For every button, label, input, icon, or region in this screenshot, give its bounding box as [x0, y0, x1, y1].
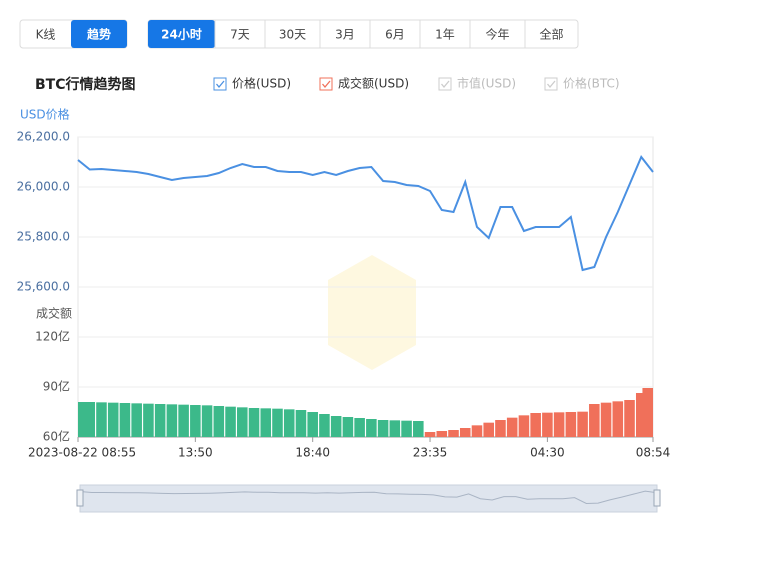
y-axis-label: USD价格	[20, 107, 70, 122]
legend-check	[547, 80, 556, 89]
legend-check	[322, 80, 331, 89]
x-tick-label: 18:40	[295, 446, 330, 460]
volume-bar	[495, 420, 506, 437]
volume-bar	[624, 400, 635, 437]
volume-bar	[166, 404, 178, 437]
volume-bar	[131, 403, 142, 437]
volume-bar	[342, 417, 354, 437]
price-line	[77, 155, 654, 272]
tab[interactable]: 30天	[279, 28, 306, 42]
volume-bar	[553, 412, 565, 437]
legend-label[interactable]: 市值(USD)	[457, 76, 516, 91]
legend-check	[216, 80, 225, 89]
volume-bar	[483, 422, 494, 437]
legend-checkbox[interactable]	[319, 77, 333, 91]
y-tick-label: 90亿	[43, 379, 70, 394]
volume-bar	[96, 402, 107, 437]
navigator-handle[interactable]	[76, 489, 84, 507]
tab[interactable]: 6月	[385, 28, 405, 42]
tab-active	[71, 20, 127, 48]
volume-bar	[589, 404, 600, 437]
y-tick-label: 120亿	[35, 329, 70, 344]
y-axis-label: 成交额	[36, 306, 72, 321]
tab[interactable]: 24小时	[161, 27, 202, 42]
x-tick-label: 13:50	[178, 446, 213, 460]
volume-bar	[178, 404, 189, 437]
volume-bar	[354, 418, 365, 437]
legend-checkbox[interactable]	[438, 77, 452, 91]
volume-bar	[248, 408, 260, 437]
volume-bar	[119, 403, 131, 437]
volume-bar	[143, 403, 154, 437]
volume-bar	[612, 401, 624, 437]
volume-bar	[542, 412, 553, 437]
volume-bar	[84, 402, 96, 437]
volume-bar	[260, 408, 272, 437]
tab[interactable]: 今年	[485, 27, 509, 42]
volume-bar	[459, 428, 471, 437]
volume-bar	[436, 431, 448, 437]
y-tick-label: 60亿	[43, 429, 70, 444]
tab[interactable]: 3月	[335, 28, 355, 42]
volume-bar	[642, 388, 653, 437]
navigator-line	[79, 490, 658, 504]
volume-bar	[78, 402, 89, 437]
legend-label[interactable]: 价格(USD)	[232, 76, 291, 91]
navigator-handle[interactable]	[653, 489, 661, 507]
volume-bar	[213, 406, 225, 437]
legend-checkbox[interactable]	[213, 77, 227, 91]
volume-bar	[471, 425, 483, 437]
volume-bar	[225, 406, 236, 437]
legend-checkbox[interactable]	[544, 77, 558, 91]
tab[interactable]: 1年	[435, 28, 455, 42]
volume-bar	[237, 407, 248, 437]
x-tick-label: 23:35	[413, 446, 448, 460]
volume-bar	[307, 412, 318, 437]
volume-bar	[190, 405, 201, 437]
volume-bar	[448, 430, 459, 437]
volume-bar	[154, 404, 166, 437]
watermark	[328, 255, 416, 370]
volume-bar	[413, 421, 424, 437]
volume-bar	[272, 408, 283, 437]
volume-bar	[565, 412, 577, 437]
volume-bar	[201, 405, 213, 437]
tab-active	[148, 20, 215, 48]
volume-bar	[330, 416, 342, 437]
y-tick-label: 25,600.0	[17, 280, 70, 294]
volume-bar	[518, 415, 530, 437]
volume-bar	[107, 402, 119, 437]
volume-bar	[389, 420, 401, 437]
volume-bar	[401, 420, 412, 437]
y-tick-label: 26,000.0	[17, 180, 70, 194]
legend-label[interactable]: 价格(BTC)	[563, 76, 620, 91]
volume-bar	[635, 393, 647, 437]
volume-bar	[506, 417, 518, 437]
volume-bar	[600, 402, 612, 437]
volume-bar	[424, 432, 436, 437]
tab[interactable]: 全部	[539, 27, 563, 42]
volume-bar	[377, 420, 389, 437]
legend-label[interactable]: 成交额(USD)	[338, 76, 409, 91]
volume-bar	[530, 413, 541, 437]
volume-bar	[295, 410, 307, 437]
volume-bar	[319, 414, 330, 437]
y-tick-label: 25,800.0	[17, 230, 70, 244]
volume-bar	[577, 411, 588, 437]
x-tick-label: 2023-08-22 08:55	[28, 446, 136, 460]
volume-bar	[283, 409, 295, 437]
tab[interactable]: 7天	[230, 28, 250, 42]
volume-bar	[366, 419, 377, 437]
y-tick-label: 26,200.0	[17, 130, 70, 144]
tab[interactable]: 趋势	[87, 27, 111, 42]
tab[interactable]: K线	[36, 28, 56, 42]
x-tick-label: 08:54	[636, 446, 671, 460]
legend-check	[441, 80, 450, 89]
x-tick-label: 04:30	[530, 446, 565, 460]
chart-title: BTC行情趋势图	[35, 76, 136, 93]
